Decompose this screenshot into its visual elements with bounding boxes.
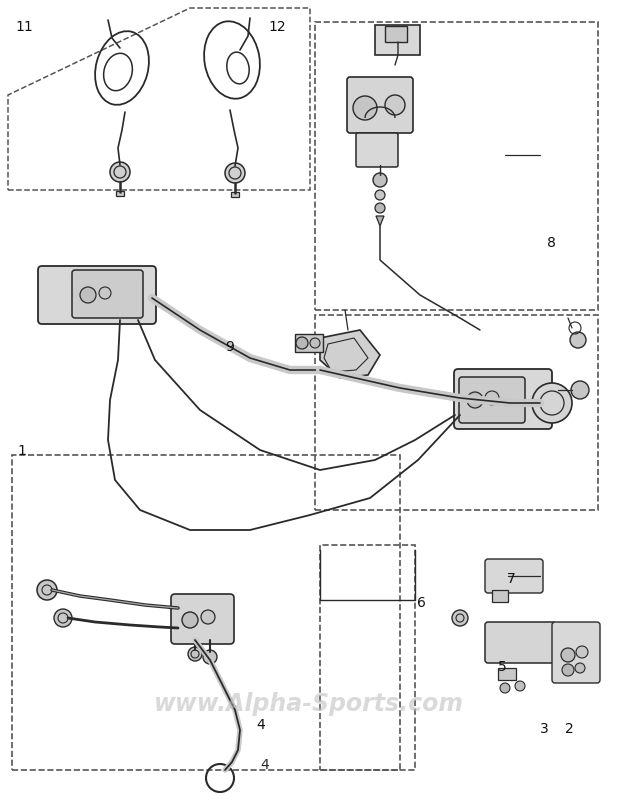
- Circle shape: [203, 650, 217, 664]
- Circle shape: [485, 391, 499, 405]
- Text: 4: 4: [260, 758, 269, 772]
- Circle shape: [201, 610, 215, 624]
- Circle shape: [561, 648, 575, 662]
- Circle shape: [571, 381, 589, 399]
- Text: www.Alpha-Sports.com: www.Alpha-Sports.com: [154, 692, 464, 716]
- Circle shape: [110, 162, 130, 182]
- FancyBboxPatch shape: [38, 266, 156, 324]
- Circle shape: [310, 338, 320, 348]
- Bar: [295, 334, 323, 352]
- Bar: [498, 668, 516, 680]
- Circle shape: [576, 646, 588, 658]
- Circle shape: [37, 580, 57, 600]
- FancyBboxPatch shape: [454, 369, 552, 429]
- FancyBboxPatch shape: [72, 270, 143, 318]
- FancyBboxPatch shape: [347, 77, 413, 133]
- Text: 9: 9: [226, 340, 234, 354]
- Text: 4: 4: [256, 718, 265, 731]
- Text: 8: 8: [547, 236, 556, 250]
- Circle shape: [80, 287, 96, 303]
- Polygon shape: [320, 330, 380, 378]
- Bar: [492, 590, 508, 602]
- Text: 2: 2: [565, 722, 574, 736]
- Circle shape: [500, 683, 510, 693]
- FancyBboxPatch shape: [171, 594, 234, 644]
- Bar: [375, 25, 420, 55]
- FancyBboxPatch shape: [459, 377, 525, 423]
- Circle shape: [54, 609, 72, 627]
- Text: 5: 5: [497, 660, 506, 674]
- FancyBboxPatch shape: [485, 622, 556, 663]
- FancyBboxPatch shape: [485, 559, 543, 593]
- Text: 7: 7: [507, 572, 515, 586]
- Circle shape: [467, 392, 483, 408]
- Circle shape: [562, 664, 574, 676]
- Circle shape: [575, 663, 585, 673]
- FancyBboxPatch shape: [552, 622, 600, 683]
- Circle shape: [296, 337, 308, 349]
- Bar: [116, 191, 124, 196]
- Polygon shape: [376, 216, 384, 226]
- Circle shape: [225, 163, 245, 183]
- Circle shape: [375, 190, 385, 200]
- Bar: [231, 192, 239, 197]
- Circle shape: [515, 681, 525, 691]
- Circle shape: [353, 96, 377, 120]
- FancyBboxPatch shape: [356, 133, 398, 167]
- Circle shape: [182, 612, 198, 628]
- Text: 6: 6: [417, 596, 426, 610]
- Bar: [385, 26, 407, 42]
- Text: 3: 3: [540, 722, 548, 736]
- Text: 1: 1: [17, 444, 26, 458]
- Text: 11: 11: [15, 20, 33, 34]
- Circle shape: [570, 332, 586, 348]
- Circle shape: [385, 95, 405, 115]
- Circle shape: [188, 647, 202, 661]
- Circle shape: [452, 610, 468, 626]
- Circle shape: [375, 203, 385, 213]
- Circle shape: [99, 287, 111, 299]
- Circle shape: [532, 383, 572, 423]
- Text: 12: 12: [269, 20, 287, 34]
- Circle shape: [373, 173, 387, 187]
